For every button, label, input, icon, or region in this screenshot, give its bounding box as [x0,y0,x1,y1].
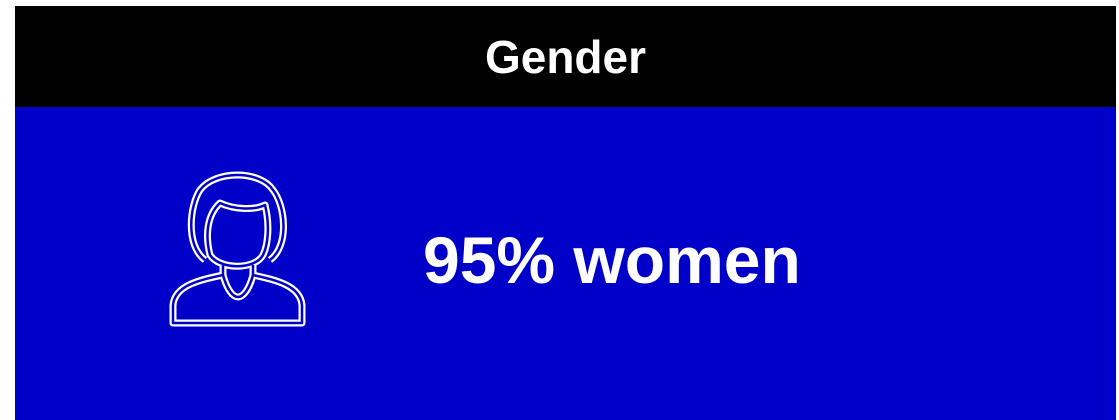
icon-inner [171,173,304,325]
stat-text: 95% women [423,223,801,297]
woman-icon [169,171,306,327]
icon-outline [169,171,306,327]
card: Gender 95% women [15,6,1116,420]
header-title: Gender [484,30,647,83]
header: Gender [15,6,1116,107]
body: 95% women [15,107,1116,420]
